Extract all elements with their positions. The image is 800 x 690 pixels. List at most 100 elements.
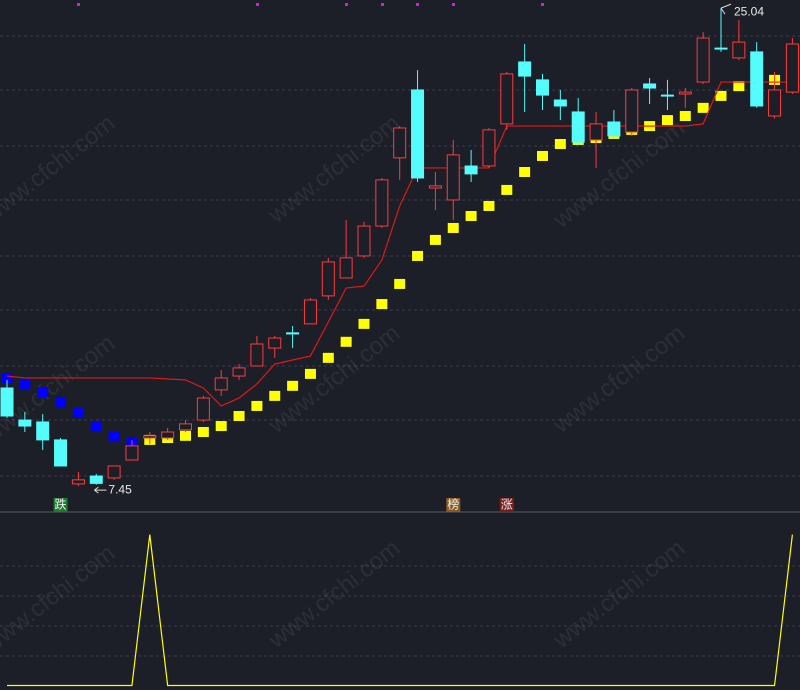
top-markers: [77, 3, 544, 6]
indicator-block: [715, 90, 727, 101]
indicator-block: [251, 400, 263, 411]
indicator-block: [376, 299, 388, 310]
candle-body: [232, 367, 246, 377]
candle-body: [696, 37, 710, 83]
candle-body: [732, 41, 746, 59]
signal-label: 榜: [447, 497, 459, 512]
label-arrow: [720, 3, 732, 15]
candle-body: [36, 421, 50, 441]
candle-body: [214, 377, 228, 391]
candle-body: [393, 127, 407, 159]
candle-body: [303, 299, 317, 325]
indicator-block: [412, 250, 424, 261]
signal-badge: [446, 498, 461, 512]
indicator-block: [322, 352, 334, 363]
marker: [77, 3, 80, 6]
indicator-block: [429, 234, 441, 245]
indicator-block: [394, 278, 406, 289]
candle-body: [18, 419, 32, 427]
marker: [256, 3, 259, 6]
indicator-block: [679, 111, 691, 122]
indicator-block: [304, 368, 316, 379]
indicator-block: [358, 318, 370, 329]
candle-body: [125, 445, 139, 461]
signal-badge: [53, 498, 68, 512]
candle-body: [268, 337, 282, 349]
candle-body: [768, 89, 782, 117]
candle-body: [71, 479, 85, 485]
candle-body: [161, 431, 175, 439]
marker: [416, 3, 419, 6]
candle-body: [750, 51, 764, 107]
indicator-block: [197, 427, 209, 438]
candle-body: [446, 154, 460, 201]
indicator-block: [233, 410, 245, 421]
candle-body: [321, 261, 335, 297]
candle-body: [553, 99, 567, 107]
indicator-block: [661, 115, 673, 126]
indicator-block: [55, 396, 67, 407]
candle-body: [785, 43, 799, 93]
indicator-block: [215, 421, 227, 432]
candle-body: [536, 79, 549, 96]
candle-body: [250, 343, 264, 367]
indicator-block: [90, 421, 102, 432]
candle-body: [375, 179, 389, 227]
marker: [541, 3, 544, 6]
indicator-block: [697, 102, 709, 113]
indicator-block: [465, 211, 477, 222]
label-arrow: [94, 486, 107, 494]
indicator-block: [733, 81, 745, 92]
signal-badge: [499, 498, 514, 512]
candle-body: [411, 89, 425, 179]
candle-body: [607, 121, 621, 137]
indicator-block: [554, 139, 566, 150]
indicator-block: [108, 431, 120, 442]
indicator-block: [483, 200, 495, 211]
marker: [381, 3, 384, 6]
candle-body: [643, 83, 657, 89]
indicator-block: [269, 390, 281, 401]
candle-body: [571, 111, 585, 143]
low-label: 7.45: [108, 482, 132, 496]
marker: [345, 3, 348, 6]
candle-body: [589, 123, 603, 141]
candle-body: [428, 185, 442, 189]
candle-body: [0, 387, 14, 417]
candle-body: [482, 129, 496, 167]
signal-label: 涨: [501, 497, 513, 512]
candle-body: [357, 225, 371, 257]
indicator-block: [1, 372, 13, 383]
indicator-block: [537, 150, 548, 161]
candle-body: [464, 165, 478, 175]
signal-label: 跌: [55, 497, 67, 512]
lower-line: [7, 534, 793, 687]
candle-body: [89, 475, 103, 484]
candle-body: [500, 73, 514, 125]
candle-body: [286, 332, 300, 335]
indicator-block: [447, 222, 459, 233]
grid: [0, 35, 800, 657]
indicator-block: [37, 387, 49, 398]
candle-body: [107, 465, 121, 479]
candle-body: [678, 91, 692, 95]
indicator-block: [72, 407, 84, 418]
candle-body: [54, 439, 68, 467]
candle-body: [660, 94, 674, 97]
indicator-block: [287, 380, 299, 391]
candle-body: [196, 397, 210, 421]
indicator-block: [180, 430, 191, 441]
marker: [452, 3, 455, 6]
indicator-block: [519, 166, 531, 177]
indicator-block: [340, 336, 352, 347]
candle-body: [143, 435, 157, 439]
candle-body: [339, 257, 353, 279]
indicator-block: [19, 378, 31, 389]
candle-body: [518, 61, 532, 77]
candle-body: [625, 89, 639, 133]
candle-body: [179, 423, 192, 431]
stop-line: [6, 81, 793, 407]
indicator-block: [501, 184, 513, 195]
